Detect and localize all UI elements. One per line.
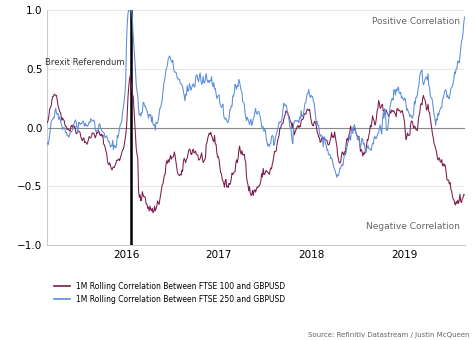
Text: Positive Correlation: Positive Correlation xyxy=(373,17,460,26)
Text: Brexit Referendum: Brexit Referendum xyxy=(45,58,124,67)
Text: Negative Correlation: Negative Correlation xyxy=(366,222,460,231)
Text: Source: Refinitiv Datastream / Justin McQueen: Source: Refinitiv Datastream / Justin Mc… xyxy=(308,332,469,338)
Legend: 1M Rolling Correlation Between FTSE 100 and GBPUSD, 1M Rolling Correlation Betwe: 1M Rolling Correlation Between FTSE 100 … xyxy=(51,279,288,307)
